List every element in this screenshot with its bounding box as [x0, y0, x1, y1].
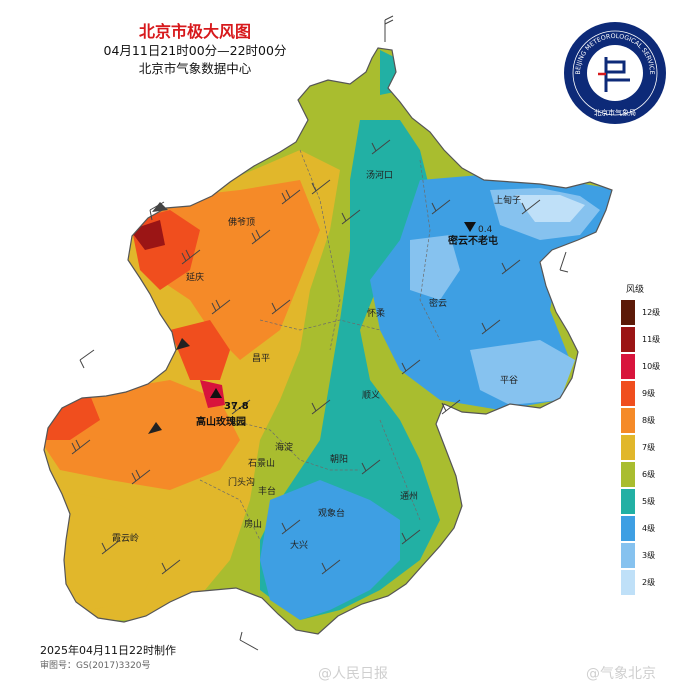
- legend-label: 7级: [642, 443, 656, 452]
- place-label: 朝阳: [330, 454, 348, 465]
- legend-row: 7级: [620, 434, 680, 461]
- place-label: 汤河口: [366, 169, 393, 181]
- place-label: 顺义: [362, 390, 380, 401]
- page-title: 北京市极大风图: [138, 22, 251, 41]
- max-wind-value: 37.8: [224, 401, 249, 412]
- legend-swatch: [620, 461, 636, 488]
- logo-emblem-icon: BEIJING METEOROLOGICAL SERVICE 北京市气象局: [564, 22, 666, 124]
- legend-swatch: [620, 353, 636, 380]
- legend-rows: 12级 11级 10级 9级 8级 7级 6级 5级 4级 3级 2级: [620, 299, 680, 596]
- bulaotun-marker: 0.4: [464, 222, 493, 235]
- watermark-renmin: @人民日报: [318, 666, 388, 682]
- beijing-boundary: [43, 47, 613, 635]
- legend-swatch: [620, 515, 636, 542]
- place-labels: 汤河口 上甸子 密云不老屯 佛爷顶 延庆 怀柔 密云 昌平 平谷 顺义 高山玫瑰…: [112, 169, 521, 551]
- place-label: 丰台: [258, 485, 276, 497]
- legend-label: 5级: [642, 497, 656, 506]
- legend-row: 2级: [620, 569, 680, 596]
- bulaotun-value: 0.4: [478, 225, 493, 235]
- legend-label: 10级: [642, 362, 661, 371]
- place-label: 佛爷顶: [228, 216, 255, 228]
- title-block: 北京市极大风图 04月11日21时00分—22时00分 北京市气象数据中心: [60, 22, 330, 78]
- wind-barbs: [71, 15, 569, 651]
- place-label: 门头沟: [228, 476, 255, 488]
- legend-title: 风级: [626, 285, 645, 295]
- place-label: 平谷: [500, 375, 518, 386]
- legend-row: 10级: [620, 353, 680, 380]
- legend-label: 9级: [642, 389, 656, 398]
- wind-flags: [148, 202, 190, 434]
- legend-label: 11级: [642, 335, 661, 344]
- place-label: 石景山: [248, 458, 275, 469]
- level-3-zone-miyun: [410, 235, 460, 300]
- legend-row: 11级: [620, 326, 680, 353]
- place-label: 延庆: [186, 271, 204, 283]
- legend-row: 12级: [620, 299, 680, 326]
- map-approval-number: 审图号：GS(2017)3320号: [40, 661, 151, 671]
- level-7-zone-southwest: [60, 490, 160, 610]
- place-label: 大兴: [290, 539, 308, 551]
- legend-label: 6级: [642, 470, 656, 479]
- legend-label: 3级: [642, 551, 656, 560]
- legend-row: 8级: [620, 407, 680, 434]
- legend-row: 4级: [620, 515, 680, 542]
- legend-label: 12级: [642, 308, 661, 317]
- place-label: 房山: [244, 518, 262, 530]
- legend-label: 2级: [642, 578, 656, 587]
- meteorological-service-logo: BEIJING METEOROLOGICAL SERVICE 北京市气象局: [562, 20, 668, 126]
- legend-swatch: [620, 434, 636, 461]
- place-label: 密云不老屯: [448, 234, 498, 247]
- place-label: 观象台: [318, 507, 345, 519]
- legend-swatch: [620, 299, 636, 326]
- legend-swatch: [620, 380, 636, 407]
- legend-swatch: [620, 326, 636, 353]
- wind-level-legend: 风级 12级 11级 10级 9级 8级 7级 6级 5级 4级 3级 2级: [620, 282, 680, 596]
- max-wind-marker: 37.8: [210, 388, 249, 412]
- level-2-zone: [515, 195, 585, 222]
- level-4-zone-south: [260, 480, 400, 620]
- legend-row: 5级: [620, 488, 680, 515]
- legend-row: 3级: [620, 542, 680, 569]
- producer-name: 北京市气象数据中心: [138, 61, 252, 76]
- legend-swatch: [620, 542, 636, 569]
- time-range: 04月11日21时00分—22时00分: [103, 43, 287, 58]
- level-3-zone-pinggu: [470, 340, 575, 405]
- station-triangle-icon: [464, 222, 476, 232]
- district-boundaries: [199, 149, 441, 541]
- legend-row: 6级: [620, 461, 680, 488]
- max-wind-triangle-icon: [210, 388, 222, 398]
- place-label: 密云: [429, 297, 447, 309]
- logo-cn-text: 北京市气象局: [594, 108, 636, 117]
- legend-swatch: [620, 407, 636, 434]
- place-label: 上甸子: [494, 194, 521, 206]
- place-label: 通州: [400, 491, 418, 502]
- place-label: 昌平: [252, 353, 270, 364]
- legend-label: 8级: [642, 416, 656, 425]
- place-label: 怀柔: [367, 307, 385, 319]
- place-label: 海淀: [275, 441, 293, 453]
- place-label: 高山玫瑰园: [196, 415, 246, 428]
- watermark-qixiang: @气象北京: [586, 666, 656, 682]
- level-5-zone-north: [380, 50, 405, 95]
- level-9-zone-changping: [170, 320, 230, 380]
- production-date: 2025年04月11日22时制作: [40, 644, 176, 657]
- legend-row: 9级: [620, 380, 680, 407]
- place-label: 霞云岭: [112, 532, 139, 544]
- legend-label: 4级: [642, 524, 656, 533]
- legend-swatch: [620, 569, 636, 596]
- legend-swatch: [620, 488, 636, 515]
